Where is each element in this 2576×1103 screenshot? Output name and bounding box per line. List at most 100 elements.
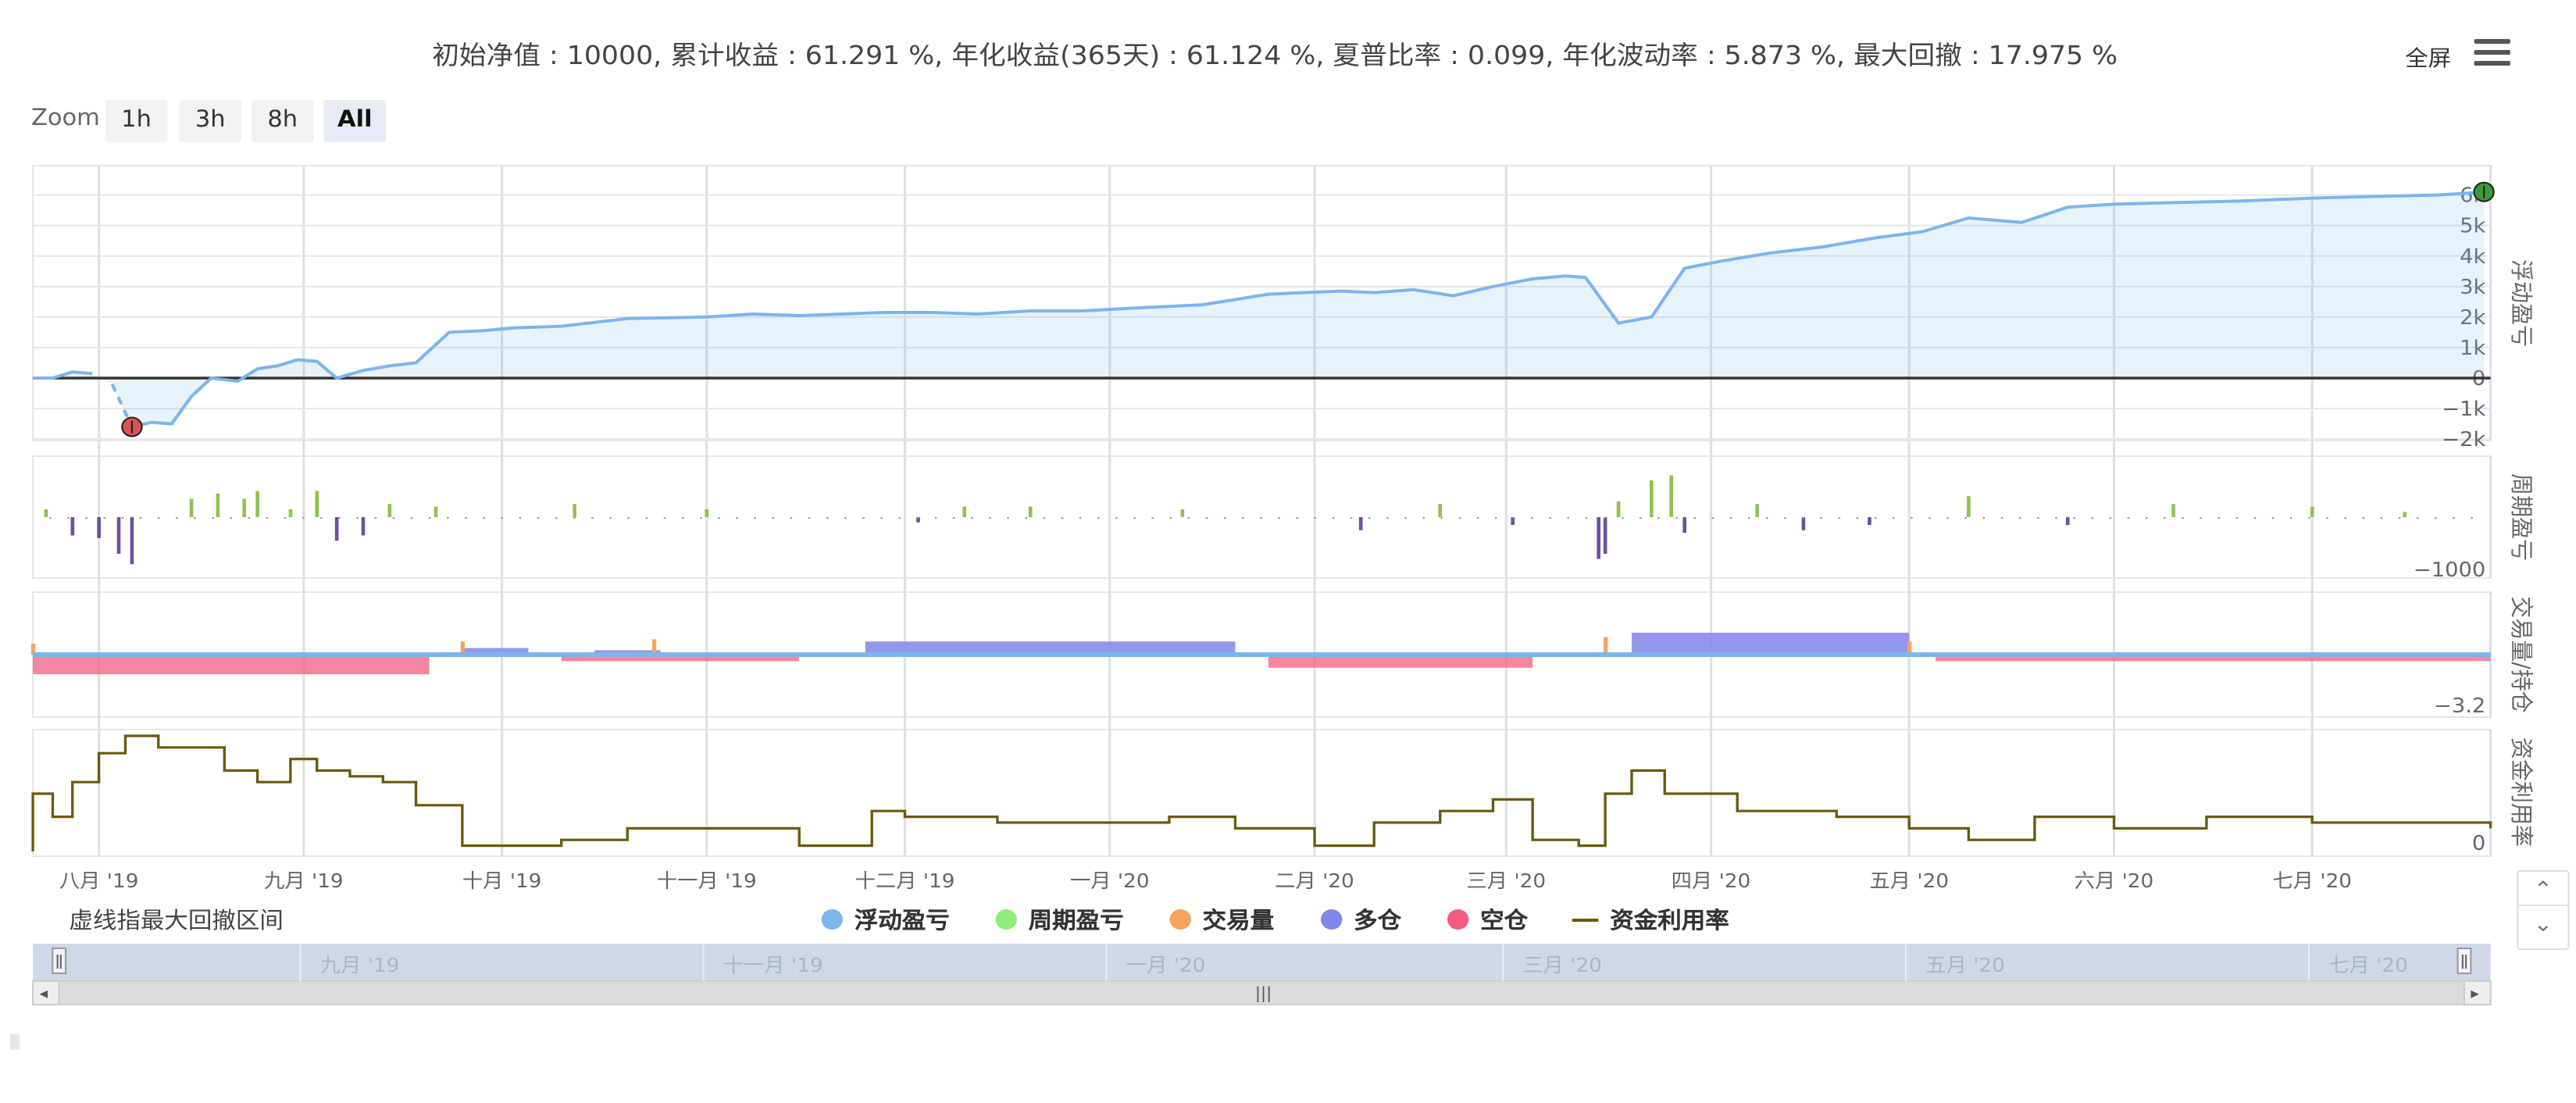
period-pnl-bar xyxy=(2065,517,2070,526)
period-pnl-small-bar xyxy=(1115,517,1118,519)
period-pnl-small-bar xyxy=(844,517,847,519)
hamburger-menu-icon[interactable] xyxy=(2474,39,2510,67)
legend-dot-icon xyxy=(1447,909,1469,930)
period-pnl-small-bar xyxy=(1314,517,1317,519)
period-pnl-small-bar xyxy=(1549,517,1551,519)
period-pnl-small-bar xyxy=(2435,517,2437,519)
period-pnl-bar xyxy=(433,506,438,517)
legend-item-floating-pnl[interactable]: 浮动盈亏 xyxy=(821,903,950,936)
y-tick-label: 1k xyxy=(2460,337,2486,360)
period-pnl-small-bar xyxy=(2018,517,2021,519)
volume-bar xyxy=(652,639,657,655)
legend-item-short[interactable]: 空仓 xyxy=(1447,903,1528,936)
period-pnl-small-bar xyxy=(1223,517,1226,519)
period-pnl-small-bar xyxy=(248,517,251,519)
period-pnl-small-bar xyxy=(989,517,991,519)
summary-stats: 初始净值 : 10000, 累计收益 : 61.291 %, 年化收益(365天… xyxy=(432,41,2118,70)
pnl-drawdown-line xyxy=(110,383,134,428)
period-pnl-bar xyxy=(1603,517,1607,554)
period-pnl-small-bar xyxy=(1585,517,1588,519)
period-pnl-small-bar xyxy=(1747,517,1750,519)
period-pnl-small-bar xyxy=(1495,517,1497,519)
period-pnl-small-bar xyxy=(1567,517,1570,519)
legend-item-long[interactable]: 多仓 xyxy=(1321,903,1401,936)
navigator-tick-label: 七月 '20 xyxy=(2328,955,2408,977)
period-pnl-small-bar xyxy=(971,517,973,519)
period-pnl-bar xyxy=(2171,504,2175,517)
period-pnl-small-bar xyxy=(266,517,269,519)
y-tick-label: 2k xyxy=(2460,305,2486,329)
period-pnl-small-bar xyxy=(1802,517,1804,519)
period-pnl-small-bar xyxy=(537,517,540,519)
period-pnl-small-bar xyxy=(2253,517,2257,519)
legend-dot-icon xyxy=(1169,909,1191,930)
period-pnl-small-bar xyxy=(1242,517,1244,519)
scroll-right-button xyxy=(2463,980,2492,1005)
navigator-handle xyxy=(2456,948,2472,974)
period-pnl-small-bar xyxy=(2471,517,2473,519)
period-pnl-small-bar xyxy=(2182,517,2184,519)
zoom-3h-button[interactable]: 3h xyxy=(179,100,242,142)
period-pnl-small-bar xyxy=(1946,517,1949,519)
period-pnl-small-bar xyxy=(2453,517,2455,519)
period-pnl-small-bar xyxy=(1332,517,1335,519)
navigator-handle xyxy=(52,948,67,974)
period-pnl-small-bar xyxy=(2200,517,2202,519)
short-position-area xyxy=(1268,655,1533,668)
period-pnl-small-bar xyxy=(1169,517,1172,519)
pnl-line xyxy=(131,190,2485,429)
period-pnl-bar xyxy=(70,517,75,536)
period-pnl-small-bar xyxy=(2362,517,2365,519)
panel-title: 周期盈亏 xyxy=(2508,473,2535,561)
period-pnl-small-bar xyxy=(1675,517,1678,519)
navigator-mask xyxy=(33,944,2491,981)
period-pnl-small-bar xyxy=(2326,517,2328,519)
zoom-1h-button[interactable]: 1h xyxy=(105,100,168,142)
x-tick-label: 二月 '20 xyxy=(1275,870,1354,893)
navigator-tick-label: 十一月 '19 xyxy=(723,955,823,977)
zoom-8h-button[interactable]: 8h xyxy=(251,100,314,142)
period-pnl-small-bar xyxy=(338,517,341,519)
legend-item-volume[interactable]: 交易量 xyxy=(1169,903,1274,936)
period-pnl-small-bar xyxy=(718,517,720,519)
zoom-label: Zoom xyxy=(30,106,100,131)
y-tick-label: −2k xyxy=(2442,428,2486,452)
navigator-tick-label: 五月 '20 xyxy=(1925,955,2005,977)
period-pnl-bar xyxy=(1650,480,1654,517)
period-pnl-small-bar xyxy=(85,517,87,519)
period-pnl-small-bar xyxy=(1621,517,1624,519)
legend-item-period-pnl[interactable]: 周期盈亏 xyxy=(995,903,1124,936)
period-pnl-small-bar xyxy=(121,517,124,519)
short-position-area xyxy=(561,655,800,662)
zoom-all-button[interactable]: All xyxy=(323,100,387,142)
period-pnl-small-bar xyxy=(555,517,558,519)
scroll-left-button xyxy=(32,980,60,1005)
period-pnl-small-bar xyxy=(374,517,377,519)
period-pnl-small-bar xyxy=(2344,517,2346,519)
legend-dot-icon xyxy=(995,909,1017,930)
period-pnl-bar xyxy=(130,517,134,565)
period-pnl-small-bar xyxy=(1982,517,1986,519)
period-pnl-small-bar xyxy=(1079,517,1082,519)
period-pnl-small-bar xyxy=(447,517,449,519)
period-pnl-small-bar xyxy=(176,517,178,519)
period-pnl-small-bar xyxy=(952,517,955,519)
period-pnl-small-bar xyxy=(1693,517,1697,519)
period-pnl-small-bar xyxy=(1928,517,1931,519)
long-position-area xyxy=(1632,633,1910,655)
period-pnl-small-bar xyxy=(1350,517,1353,519)
scroll-left-icon: ◂ xyxy=(39,983,48,1001)
period-pnl-small-bar xyxy=(1404,517,1407,519)
pnl-area xyxy=(33,191,2485,427)
legend-item-capital-usage[interactable]: 资金利用率 xyxy=(1572,903,1729,936)
y-tick-label: 4k xyxy=(2460,245,2486,268)
period-pnl-bar xyxy=(216,493,220,517)
period-pnl-small-bar xyxy=(681,517,684,519)
drawdown-note: 虚线指最大回撤区间 xyxy=(69,909,284,934)
scroll-down-button[interactable]: ⌄ xyxy=(2517,905,2570,950)
fullscreen-button[interactable]: 全屏 xyxy=(2405,47,2452,72)
period-pnl-small-bar xyxy=(483,517,485,519)
period-pnl-small-bar xyxy=(1856,517,1859,519)
long-position-area xyxy=(462,648,529,655)
